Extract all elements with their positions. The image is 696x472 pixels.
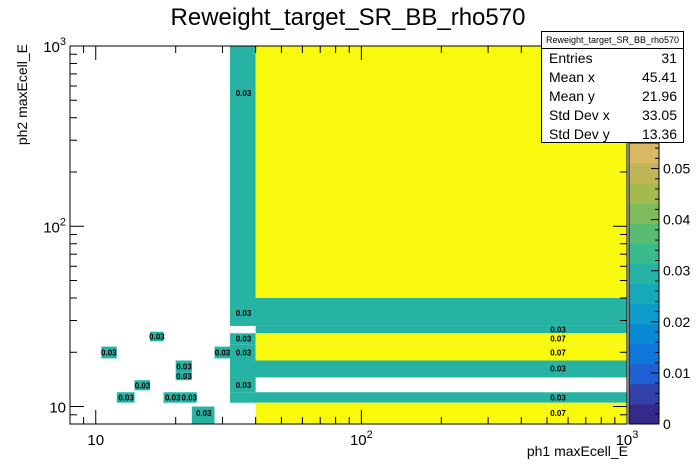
heatmap-cell-14 xyxy=(214,346,230,359)
stats-row: Entries 31 xyxy=(542,49,683,68)
heatmap-cell-11 xyxy=(255,402,627,424)
heatmap-cell-0 xyxy=(229,46,256,298)
chart-title: Reweight_target_SR_BB_rho570 xyxy=(171,4,526,31)
y-axis-label: ph2 maxEcell_E xyxy=(14,44,30,145)
palette-tick-label: 0.03 xyxy=(663,263,690,279)
palette-swatch xyxy=(629,143,659,164)
cell-value-label: 0.03 xyxy=(236,89,252,98)
heatmap-cell-5 xyxy=(255,333,627,345)
palette-swatch xyxy=(629,363,659,385)
axis-ticks: 10 102 103 10 102 103 xyxy=(43,36,638,449)
palette-swatch xyxy=(629,263,659,284)
stats-value: 21.96 xyxy=(641,88,677,104)
palette-swatch xyxy=(629,343,659,365)
cell-value-label: 0.03 xyxy=(149,332,165,341)
heatmap-cell-21 xyxy=(191,406,215,424)
cell-value-label: 0.03 xyxy=(550,326,566,335)
x-axis-label: ph1 maxEcell_E xyxy=(527,443,628,459)
heatmap-cell-19 xyxy=(163,392,182,403)
palette-swatch xyxy=(629,243,659,264)
stats-value: 45.41 xyxy=(641,69,677,85)
palette-frame xyxy=(628,142,660,425)
x-tick-label: 103 xyxy=(616,429,639,449)
palette-tick-label: 0.04 xyxy=(663,212,690,228)
cell-value-label: 0.03 xyxy=(176,372,192,381)
cell-labels: 0.030.030.030.03 0.070.03 0.070.030.030.03… xyxy=(101,89,566,418)
stats-row: Std Dev x 33.05 xyxy=(542,106,683,125)
palette-tick-label: 0.01 xyxy=(663,365,690,381)
palette-tick-label: 0.02 xyxy=(663,314,690,330)
cell-value-label: 0.07 xyxy=(550,348,566,357)
palette-swatch xyxy=(629,323,659,345)
heatmap-cell-12 xyxy=(149,331,164,342)
cell-value-label: 0.03 xyxy=(165,394,181,403)
stats-row: Mean y 21.96 xyxy=(542,87,683,106)
heatmap-cell-16 xyxy=(175,372,192,381)
heatmap-cell-6 xyxy=(229,344,256,361)
palette-swatch xyxy=(629,283,659,305)
heatmap-cell-15 xyxy=(175,360,192,373)
heatmap-cell-18 xyxy=(116,392,135,403)
palette-tick-label: 0 xyxy=(663,416,671,432)
stats-row: Mean x 45.41 xyxy=(542,68,683,87)
cell-value-label: 0.03 xyxy=(176,362,192,371)
heatmap-cell-13 xyxy=(101,346,117,359)
cell-value-label: 0.03 xyxy=(550,394,566,403)
cell-value-label: 0.03 xyxy=(236,335,252,344)
stats-box: Reweight_target_SR_BB_rho570 Entries 31 Me… xyxy=(541,31,684,143)
x-tick-label: 102 xyxy=(350,429,373,449)
x-tick-label: 10 xyxy=(87,432,104,449)
stats-rows: Entries 31 Mean x 45.41 Mean y 21.96 Std Dev x… xyxy=(542,49,683,144)
cell-value-label: 0.03 xyxy=(182,394,198,403)
stats-key: Std Dev x xyxy=(549,107,610,123)
y-tick-label: 103 xyxy=(43,36,66,56)
heatmap-cell-7 xyxy=(255,344,627,361)
stats-value: 33.05 xyxy=(641,107,677,123)
palette-swatch xyxy=(629,403,659,425)
stats-value: 13.36 xyxy=(641,126,677,142)
cell-value-label: 0.07 xyxy=(550,335,566,344)
heatmap-cell-3 xyxy=(255,325,627,334)
palette-swatch xyxy=(629,223,659,244)
cell-value-label: 0.03 xyxy=(236,348,252,357)
stats-key: Std Dev y xyxy=(549,126,610,142)
cell-value-label: 0.03 xyxy=(550,364,566,373)
palette-swatch xyxy=(629,183,659,204)
palette-swatch xyxy=(629,383,659,405)
cell-value-label: 0.03 xyxy=(135,381,151,390)
y-tick-label: 10 xyxy=(49,400,66,417)
heatmap-cell-10 xyxy=(229,392,627,403)
cell-value-label: 0.03 xyxy=(236,309,252,318)
heatmap-cell-17 xyxy=(134,380,150,391)
cell-value-label: 0.03 xyxy=(196,409,212,418)
cell-value-label: 0.03 xyxy=(215,348,231,357)
heatmap-cell-20 xyxy=(181,392,197,403)
stats-key: Mean x xyxy=(549,69,595,85)
stats-title: Reweight_target_SR_BB_rho570 xyxy=(542,32,683,49)
palette-swatch xyxy=(629,203,659,224)
stats-row: Std Dev y 13.36 xyxy=(542,125,683,144)
cell-value-label: 0.03 xyxy=(236,381,252,390)
y-tick-label: 102 xyxy=(43,216,66,236)
heatmap-cell-4 xyxy=(229,333,256,345)
color-palette: 0 0.01 0.02 0.03 0.04 0.05 xyxy=(628,142,690,432)
cell-value-label: 0.03 xyxy=(101,348,117,357)
cell-value-label: 0.03 xyxy=(118,394,134,403)
heatmap-cell-8 xyxy=(229,360,627,378)
palette-swatch xyxy=(629,303,659,325)
palette-tick-label: 0.05 xyxy=(663,161,690,177)
stats-key: Mean y xyxy=(549,88,595,104)
stats-value: 31 xyxy=(661,50,677,66)
palette-swatch xyxy=(629,163,659,184)
heatmap-cell-2 xyxy=(229,298,627,326)
cell-value-label: 0.07 xyxy=(550,409,566,418)
stats-key: Entries xyxy=(549,50,593,66)
heatmap-cell-9 xyxy=(229,377,256,393)
